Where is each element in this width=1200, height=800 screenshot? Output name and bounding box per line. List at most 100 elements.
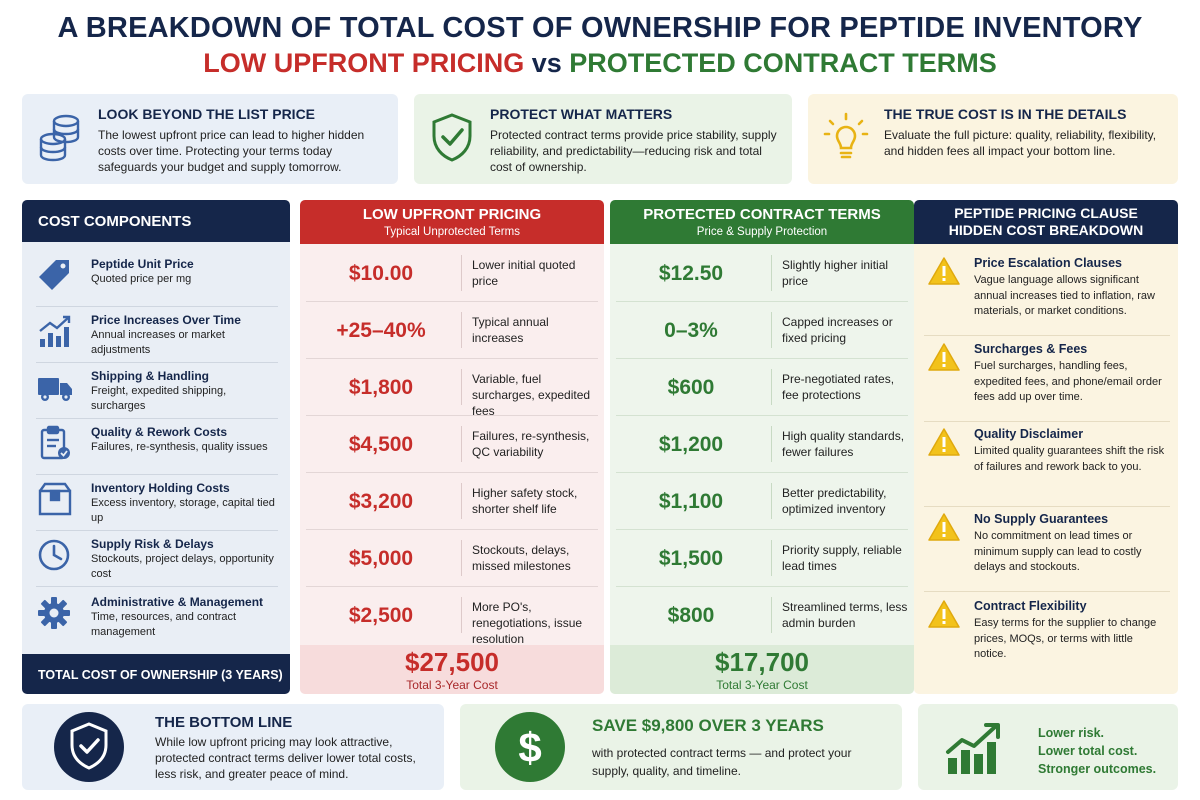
hidden-item-name: Quality Disclaimer xyxy=(974,427,1084,441)
row-text: High quality standards, fewer failures xyxy=(782,429,905,459)
low-row: $3,200 Higher safety stock, shorter shelf… xyxy=(306,473,598,530)
row-text: Variable, fuel surcharges, expedited fee… xyxy=(472,372,591,418)
intro-text: The lowest upfront price can lead to hig… xyxy=(98,128,365,174)
price-tag-icon xyxy=(39,260,69,290)
component-desc: Time, resources, and contract management xyxy=(91,611,237,638)
intro-heading: PROTECT WHAT MATTERS xyxy=(490,106,673,122)
row-value: +25–40% xyxy=(336,319,426,342)
low-row: $2,500 More PO's, renegotiations, issue r… xyxy=(306,587,598,646)
protected-row: $12.50 Slightly higher initial price xyxy=(616,245,908,302)
intro-text: Evaluate the full picture: quality, reli… xyxy=(884,128,1157,158)
component-unit-price: Peptide Unit Price Quoted price per mg xyxy=(36,251,278,307)
low-total: $27,500 Total 3-Year Cost xyxy=(300,645,604,694)
component-desc: Freight, expedited shipping, surcharges xyxy=(91,385,227,412)
row-text: Higher safety stock, shorter shelf life xyxy=(472,486,578,516)
protected-row: $1,500 Priority supply, reliable lead tim… xyxy=(616,530,908,587)
protected-row: $800 Streamlined terms, less admin burden xyxy=(616,587,908,644)
component-desc: Stockouts, project delays, opportunity c… xyxy=(91,553,274,580)
bottom-line-card: THE BOTTOM LINE While low upfront pricin… xyxy=(22,704,444,790)
component-name: Supply Risk & Delays xyxy=(91,537,214,551)
hidden-heading-line2: HIDDEN COST BREAKDOWN xyxy=(948,222,1144,238)
intro-card-list-price: LOOK BEYOND THE LIST PRICE The lowest up… xyxy=(22,94,398,184)
warning-icon xyxy=(928,257,960,285)
intro-heading: LOOK BEYOND THE LIST PRICE xyxy=(98,106,316,122)
row-value: $4,500 xyxy=(348,433,414,456)
subtitle: LOW UPFRONT PRICING vs PROTECTED CONTRAC… xyxy=(0,48,1200,79)
low-upfront-panel xyxy=(300,200,604,694)
component-desc: Quoted price per mg xyxy=(91,273,192,285)
hidden-item: Surcharges & Fees Fuel surcharges, handl… xyxy=(924,338,1170,422)
protected-terms-panel xyxy=(610,200,914,694)
low-row: $5,000 Stockouts, delays, missed mileston… xyxy=(306,530,598,587)
component-inventory: Inventory Holding Costs Excess inventory… xyxy=(36,475,278,531)
warning-icon xyxy=(928,428,960,456)
shield-check-icon xyxy=(432,113,472,162)
component-name: Peptide Unit Price xyxy=(91,257,194,271)
clock-icon xyxy=(38,539,70,571)
protected-total: $17,700 Total 3-Year Cost xyxy=(610,645,914,694)
warning-icon xyxy=(928,343,960,371)
hidden-item-desc: Easy terms for the supplier to change pr… xyxy=(974,617,1157,660)
column-subtitle: Typical Unprotected Terms xyxy=(384,226,520,238)
row-text: Stockouts, delays, missed milestones xyxy=(472,543,571,573)
hidden-item-desc: Vague language allows significant annual… xyxy=(974,274,1155,317)
warning-icon xyxy=(928,600,960,628)
row-text: Slightly higher initial price xyxy=(782,258,889,288)
outcomes-card: Lower risk. Lower total cost. Stronger o… xyxy=(918,704,1178,790)
total-value: $17,700 xyxy=(715,647,809,677)
rising-chart-icon xyxy=(39,315,71,347)
row-value: $1,800 xyxy=(348,376,414,399)
bottom-line-heading: THE BOTTOM LINE xyxy=(155,714,293,731)
component-price-increases: Price Increases Over Time Annual increas… xyxy=(36,307,278,363)
low-row: $4,500 Failures, re-synthesis, QC variabi… xyxy=(306,416,598,473)
hidden-item: Price Escalation Clauses Vague language … xyxy=(924,252,1170,336)
row-value: $600 xyxy=(667,376,715,399)
component-name: Administrative & Management xyxy=(91,595,264,609)
subtitle-vs: vs xyxy=(531,48,562,78)
intro-card-protect: PROTECT WHAT MATTERS Protected contract … xyxy=(414,94,792,184)
component-name: Quality & Rework Costs xyxy=(91,425,228,439)
hidden-item-name: No Supply Guarantees xyxy=(974,512,1109,526)
component-shipping: Shipping & Handling Freight, expedited s… xyxy=(36,363,278,419)
row-value: $800 xyxy=(667,604,715,627)
column-subtitle: Price & Supply Protection xyxy=(696,226,828,238)
hidden-item: Quality Disclaimer Limited quality guara… xyxy=(924,423,1170,507)
row-text: Streamlined terms, less admin burden xyxy=(782,600,908,630)
lightbulb-icon xyxy=(823,112,869,159)
outcomes-text: Lower risk. Lower total cost. Stronger o… xyxy=(1038,724,1156,778)
row-text: Better predictability, optimized invento… xyxy=(782,486,887,516)
savings-heading: SAVE $9,800 OVER 3 YEARS xyxy=(592,716,824,735)
row-text: Failures, re-synthesis, QC variability xyxy=(472,429,590,459)
hidden-item-name: Surcharges & Fees xyxy=(974,342,1088,356)
subtitle-left: LOW UPFRONT PRICING xyxy=(203,48,525,78)
protected-row: $600 Pre-negotiated rates, fee protection… xyxy=(616,359,908,416)
low-row: +25–40% Typical annual increases xyxy=(306,302,598,359)
total-value: $27,500 xyxy=(405,647,499,677)
component-supply-risk: Supply Risk & Delays Stockouts, project … xyxy=(36,531,278,587)
box-icon xyxy=(38,482,72,516)
total-label: Total 3-Year Cost xyxy=(716,678,808,692)
component-name: Inventory Holding Costs xyxy=(91,481,230,495)
row-value: $3,200 xyxy=(348,490,414,513)
total-label: Total 3-Year Cost xyxy=(406,678,498,692)
component-name: Price Increases Over Time xyxy=(91,313,241,327)
protected-terms-heading: PROTECTED CONTRACT TERMS Price & Supply … xyxy=(610,200,914,244)
row-value: $5,000 xyxy=(348,547,414,570)
protected-row: $1,200 High quality standards, fewer fail… xyxy=(616,416,908,473)
clipboard-icon xyxy=(40,425,70,460)
cost-components-heading: COST COMPONENTS xyxy=(22,200,290,242)
row-value: $1,100 xyxy=(658,490,724,513)
coins-icon xyxy=(39,114,80,162)
truck-icon xyxy=(38,378,72,401)
savings-text: with protected contract terms — and prot… xyxy=(592,746,852,778)
outcome-line: Stronger outcomes. xyxy=(1038,762,1157,776)
hidden-item: Contract Flexibility Easy terms for the … xyxy=(924,595,1170,679)
component-desc: Excess inventory, storage, capital tied … xyxy=(91,497,275,524)
dollar-icon: $ xyxy=(495,712,565,782)
row-value: 0–3% xyxy=(664,319,718,342)
hidden-cost-heading: PEPTIDE PRICING CLAUSE HIDDEN COST BREAK… xyxy=(914,200,1178,244)
total-cost-label: TOTAL COST OF OWNERSHIP (3 YEARS) xyxy=(22,654,290,694)
row-value: $1,200 xyxy=(658,433,724,456)
hidden-item: No Supply Guarantees No commitment on le… xyxy=(924,508,1170,592)
svg-text:$: $ xyxy=(518,724,541,771)
